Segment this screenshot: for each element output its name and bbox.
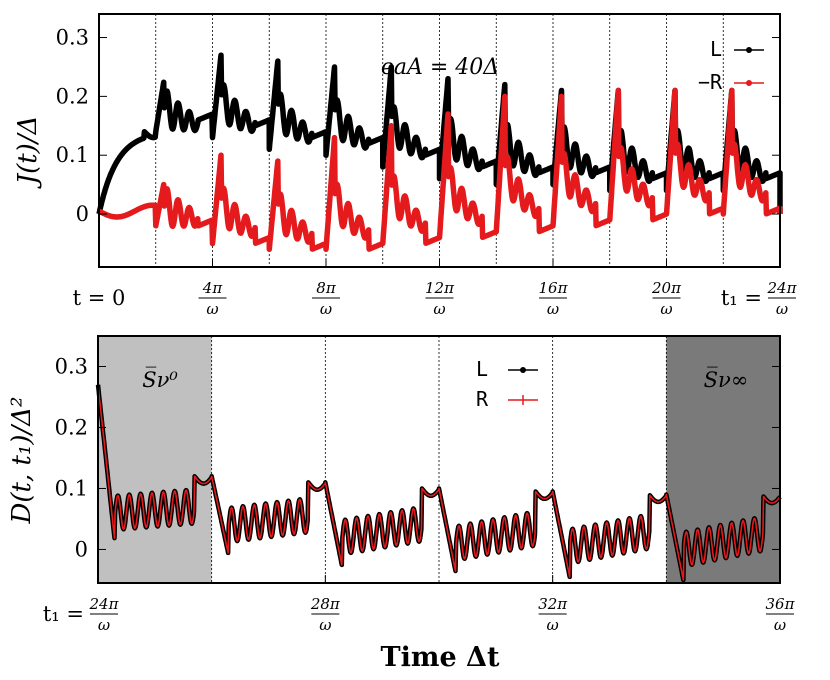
region-label-sinf: S̅ν∞	[704, 367, 749, 392]
top-ytick-label-1: 0.1	[56, 143, 89, 167]
top-xtick-den-4: ω	[547, 300, 559, 318]
bottom-xtick-num-3: 36π	[766, 595, 796, 613]
bottom-series	[95, 384, 782, 583]
top-series-line-r	[96, 87, 783, 253]
top-xtick-num-5: 20π	[651, 279, 682, 297]
bottom-gridlines	[211, 336, 667, 583]
bottom-x-axis: t₁ = 24π ω 28π ω 32π ω 36π ω	[43, 575, 796, 634]
bottom-xtick-den-0: ω	[98, 616, 110, 634]
top-panel: 0 0.1 0.2 0.3 t = 0 4π ω 8π ω 12π ω 16π ω 20π ω t₁ = 24…	[13, 13, 798, 318]
top-xtick-num-6: 24π	[767, 279, 798, 297]
top-ytick-label-3: 0.3	[56, 26, 89, 50]
bottom-series-line-r	[97, 384, 781, 581]
bottom-xtick-num-1: 28π	[310, 595, 341, 613]
top-legend-label-r: −R	[698, 70, 723, 94]
region-label-s0: S̅ν⁰	[142, 367, 178, 392]
top-xtick-num-4: 16π	[539, 279, 569, 297]
top-xtick-prefix-6: t₁ =	[721, 286, 762, 310]
bottom-legend-label-l: L	[476, 357, 488, 381]
top-legend-marker-r	[746, 80, 752, 86]
x-axis-title: Time Δt	[381, 642, 500, 673]
bottom-xtick-den-2: ω	[547, 616, 559, 634]
top-xtick-label-0: t = 0	[73, 286, 126, 310]
top-xtick-den-1: ω	[206, 300, 218, 318]
top-legend-marker-l	[746, 47, 752, 53]
bottom-legend-marker-l	[520, 367, 526, 373]
bottom-xtick-num-0: 24π	[89, 595, 120, 613]
top-ytick-label-2: 0.2	[56, 84, 89, 108]
bottom-panel: 0 0.1 0.2 0.3 t₁ = 24π ω 28π ω 32π ω 36π ω D(t, t₁)…	[7, 335, 796, 673]
bottom-shaded-region-0	[98, 336, 212, 583]
top-ytick-label-0: 0	[76, 202, 89, 226]
top-annotation: eaA = 40Δ	[381, 55, 499, 80]
top-xtick-den-2: ω	[320, 300, 332, 318]
bottom-ytick-label-1: 0.1	[55, 476, 88, 500]
top-legend-label-l: L	[710, 37, 722, 61]
bottom-xtick-num-2: 32π	[538, 595, 568, 613]
top-x-axis: t = 0 4π ω 8π ω 12π ω 16π ω 20π ω t₁ = 24π ω	[73, 259, 798, 318]
bottom-ytick-label-2: 0.2	[55, 415, 88, 439]
top-series	[96, 52, 783, 253]
bottom-xtick-den-1: ω	[319, 616, 331, 634]
bottom-xtick-den-3: ω	[774, 616, 786, 634]
bottom-ytick-label-0: 0	[75, 537, 88, 561]
top-y-axis: 0 0.1 0.2 0.3	[56, 26, 780, 226]
bottom-ytick-label-3: 0.3	[55, 354, 88, 378]
top-xtick-num-2: 8π	[316, 279, 337, 297]
top-y-axis-title: J(t)/Δ	[13, 116, 43, 190]
bottom-xtick-prefix-0: t₁ =	[43, 602, 84, 626]
bottom-plot-frame	[97, 335, 781, 584]
bottom-legend: L R	[476, 357, 538, 411]
bottom-y-axis-title: D(t, t₁)/Δ²	[7, 397, 37, 525]
bottom-y-axis: 0 0.1 0.2 0.3	[55, 354, 780, 561]
bottom-legend-label-r: R	[476, 387, 489, 411]
top-xtick-den-5: ω	[660, 300, 672, 318]
top-xtick-den-3: ω	[433, 300, 445, 318]
top-xtick-num-1: 4π	[202, 279, 224, 297]
top-xtick-num-3: 12π	[425, 279, 455, 297]
top-xtick-den-6: ω	[776, 300, 788, 318]
top-legend: L −R	[698, 37, 764, 94]
